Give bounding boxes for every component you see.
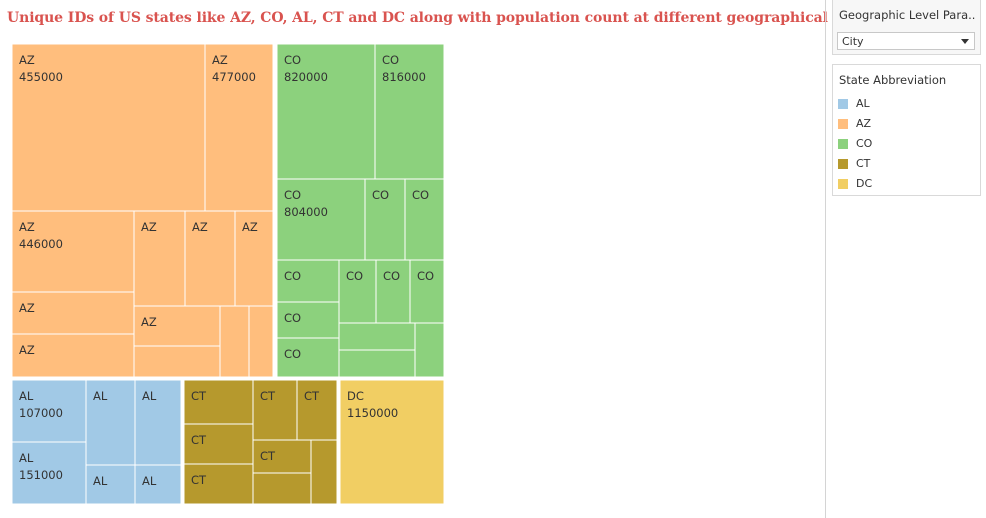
tile-state-label: AZ [212, 53, 228, 67]
tile-state-label: AL [142, 474, 157, 488]
tile-state-label: AZ [19, 343, 35, 357]
geographic-level-dropdown[interactable]: City [837, 32, 975, 50]
tile-state-label: CO [284, 188, 301, 202]
tile-state-label: CT [191, 389, 207, 403]
tile-state-label: CT [191, 433, 207, 447]
tile-state-label: AL [142, 389, 157, 403]
legend-swatch [838, 179, 848, 189]
treemap-tile-co[interactable] [276, 178, 366, 261]
treemap-tile-co[interactable] [338, 349, 416, 378]
tile-state-label: CO [284, 347, 301, 361]
legend-label: AL [856, 97, 870, 110]
treemap-tile-co[interactable] [338, 322, 416, 351]
legend-swatch [838, 159, 848, 169]
treemap-tile-al[interactable] [134, 379, 183, 466]
tile-state-label: AL [93, 474, 108, 488]
sidebar-divider [825, 0, 826, 518]
tile-state-label: CO [383, 269, 400, 283]
tile-value-label: 477000 [212, 70, 256, 84]
tile-state-label: AL [19, 389, 34, 403]
treemap-tile-az[interactable] [11, 291, 135, 335]
tile-state-label: CT [260, 389, 276, 403]
legend-swatch [838, 99, 848, 109]
tile-state-label: CO [372, 188, 389, 202]
tile-state-label: CO [412, 188, 429, 202]
treemap-tile-al[interactable] [85, 464, 136, 505]
treemap-tile-ct[interactable] [252, 439, 312, 474]
treemap-tile-az[interactable] [133, 305, 221, 347]
legend-swatch [838, 139, 848, 149]
chart-title: Unique IDs of US states like AZ, CO, AL,… [7, 10, 869, 26]
treemap-tile-al[interactable] [11, 441, 87, 505]
parameter-control: Geographic Level Para... City [832, 0, 981, 55]
tile-value-label: 804000 [284, 205, 328, 219]
treemap-tile-dc[interactable] [339, 379, 445, 505]
chevron-down-icon[interactable] [961, 39, 969, 44]
legend-label: CO [856, 137, 873, 150]
treemap-tile-co[interactable] [374, 43, 445, 180]
tile-state-label: AZ [19, 301, 35, 315]
tile-state-label: CO [382, 53, 399, 67]
tile-state-label: AL [19, 451, 34, 465]
tile-value-label: 455000 [19, 70, 63, 84]
treemap-tile-ct[interactable] [252, 472, 312, 505]
treemap-tile-az[interactable] [133, 345, 221, 378]
tile-state-label: AZ [19, 53, 35, 67]
treemap-tile-az[interactable] [234, 210, 274, 307]
tile-value-label: 820000 [284, 70, 328, 84]
tile-value-label: 151000 [19, 468, 63, 482]
tile-state-label: CO [284, 53, 301, 67]
treemap-tile-az[interactable] [248, 305, 274, 378]
treemap-tile-az[interactable] [11, 333, 135, 378]
tile-state-label: CO [346, 269, 363, 283]
tile-state-label: CT [191, 473, 207, 487]
tile-state-label: AZ [19, 220, 35, 234]
treemap-tile-ct[interactable] [183, 463, 254, 505]
dropdown-selected-value: City [842, 35, 864, 48]
tile-state-label: AZ [141, 315, 157, 329]
tile-state-label: AZ [192, 220, 208, 234]
legend-title: State Abbreviation [839, 73, 947, 87]
tile-state-label: CO [284, 269, 301, 283]
treemap-tile-co[interactable] [409, 259, 445, 324]
legend: State Abbreviation AL AZ CO CT DC [832, 64, 981, 196]
treemap-tile-co[interactable] [364, 178, 406, 261]
tile-state-label: DC [347, 389, 364, 403]
tile-state-label: CT [304, 389, 320, 403]
tile-state-label: CO [417, 269, 434, 283]
tile-state-label: AZ [141, 220, 157, 234]
legend-swatch [838, 119, 848, 129]
legend-label: DC [856, 177, 873, 190]
treemap-tile-co[interactable] [414, 322, 445, 378]
legend-label: AZ [856, 117, 872, 130]
treemap-tile-az[interactable] [184, 210, 236, 307]
treemap-chart: AZ 455000 AZ 477000 AZ 446000 AZ AZ AZ AZ AZ AZ CO 82… [11, 43, 445, 505]
legend-label: CT [856, 157, 871, 170]
parameter-title: Geographic Level Para... [839, 8, 975, 22]
tile-state-label: CT [260, 449, 276, 463]
treemap-tile-az[interactable] [219, 305, 250, 378]
tile-state-label: AL [93, 389, 108, 403]
treemap-tile-ct[interactable] [183, 379, 254, 425]
treemap-tile-ct[interactable] [252, 379, 298, 441]
tile-state-label: AZ [242, 220, 258, 234]
tile-value-label: 816000 [382, 70, 426, 84]
tile-value-label: 446000 [19, 237, 63, 251]
treemap-tile-co[interactable] [276, 259, 340, 303]
treemap-tile-co[interactable] [404, 178, 445, 261]
tile-value-label: 1150000 [347, 406, 398, 420]
treemap-tile-ct[interactable] [296, 379, 338, 441]
treemap-tile-ct[interactable] [310, 439, 338, 505]
tile-value-label: 107000 [19, 406, 63, 420]
treemap-tile-co[interactable] [276, 301, 340, 339]
tile-state-label: CO [284, 311, 301, 325]
